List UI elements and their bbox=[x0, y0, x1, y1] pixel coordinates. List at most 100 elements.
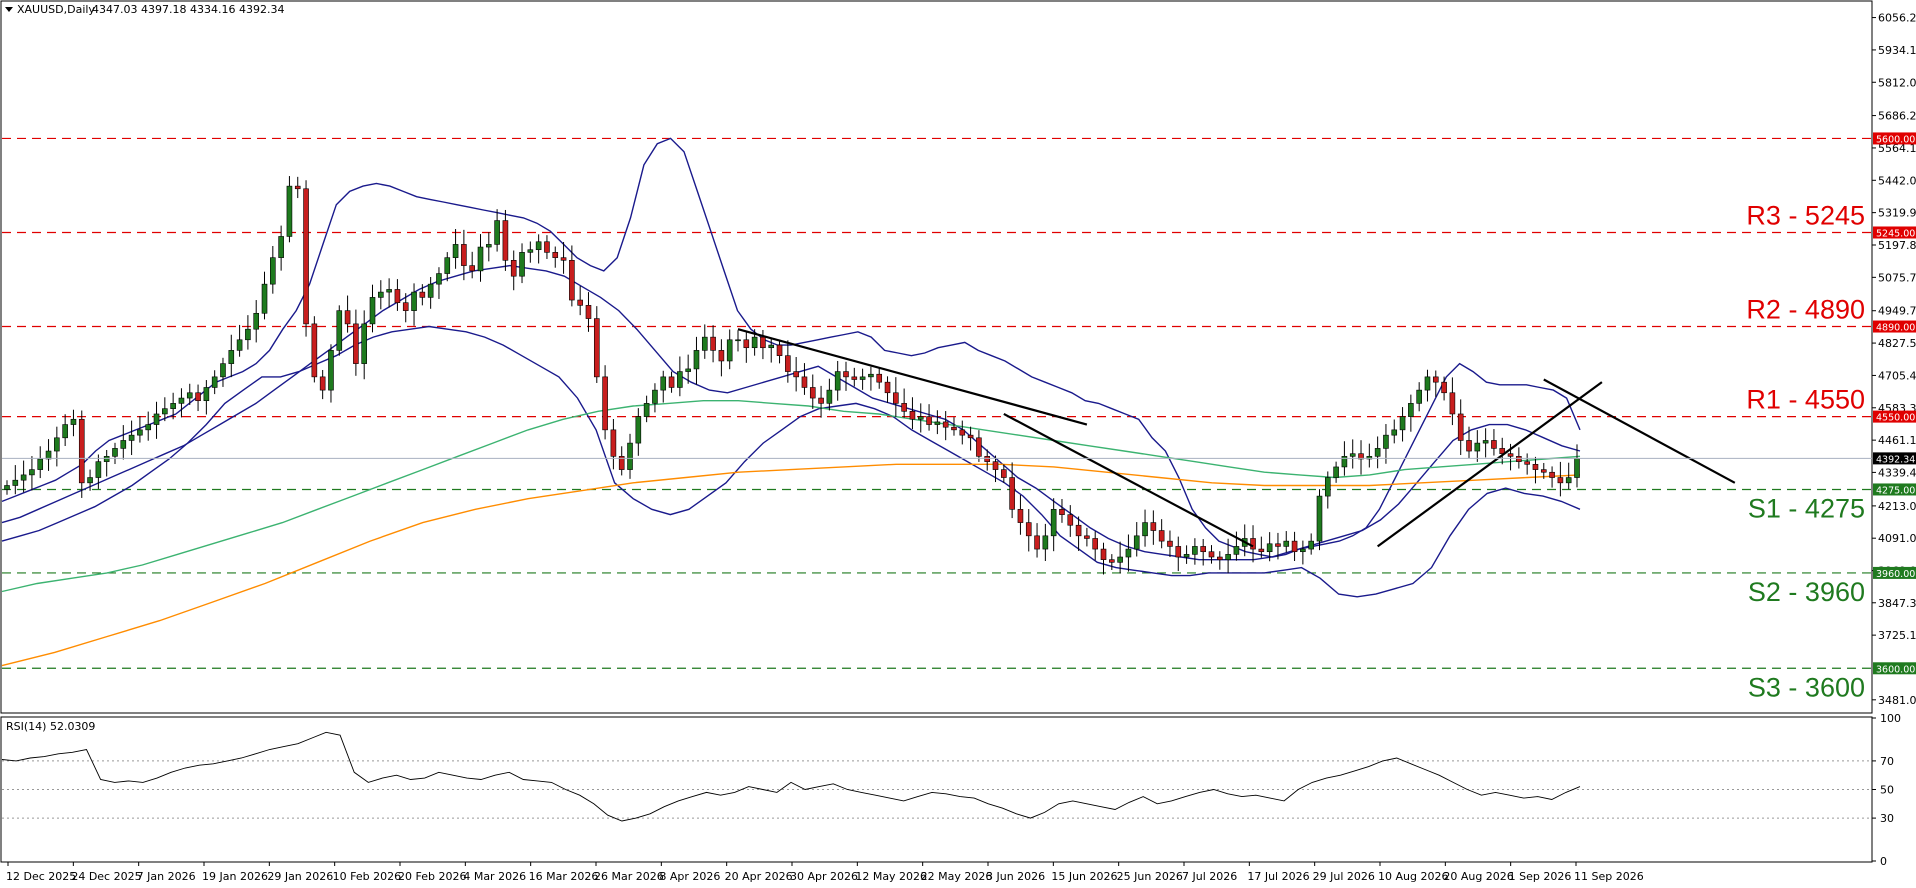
candle-body bbox=[452, 244, 459, 258]
ohlc-values: 4347.03 4397.18 4334.16 4392.34 bbox=[92, 3, 284, 16]
candle-body bbox=[510, 260, 517, 277]
date-tick-label: 16 Mar 2026 bbox=[529, 870, 599, 883]
date-tick-label: 19 Jan 2026 bbox=[202, 870, 268, 883]
candle-body bbox=[419, 291, 426, 298]
rsi-tick-label: 100 bbox=[1880, 712, 1901, 725]
candle-body bbox=[95, 461, 102, 478]
candle-body bbox=[1466, 440, 1472, 452]
candle-body bbox=[78, 418, 85, 484]
candle-body bbox=[245, 328, 251, 341]
candle-body bbox=[1391, 429, 1398, 436]
candle-body bbox=[394, 289, 401, 303]
indicator-line bbox=[1, 463, 1581, 667]
candle-body bbox=[70, 418, 77, 425]
candle-body bbox=[1142, 522, 1148, 537]
candle-body bbox=[1025, 522, 1032, 537]
candle-body bbox=[336, 310, 343, 351]
date-tick-label: 12 May 2026 bbox=[855, 870, 927, 883]
candle-body bbox=[1258, 548, 1265, 553]
level-price-tag-text: 4275.00 bbox=[1876, 485, 1915, 496]
level-price-tag-text: 5245.00 bbox=[1876, 228, 1915, 239]
candle-body bbox=[378, 291, 384, 298]
candle-body bbox=[236, 339, 243, 351]
price-tick-label: 5812.00 bbox=[1878, 76, 1916, 89]
candle-body bbox=[1225, 554, 1231, 560]
date-tick-label: 11 Sep 2026 bbox=[1574, 870, 1644, 883]
candle-body bbox=[868, 373, 874, 378]
candle-body bbox=[1009, 477, 1015, 510]
candle-body bbox=[120, 440, 127, 449]
candle-body bbox=[1034, 535, 1040, 550]
date-tick-label: 20 Aug 2026 bbox=[1443, 870, 1513, 883]
candle-body bbox=[1150, 522, 1157, 531]
candle-body bbox=[776, 344, 783, 356]
candle-body bbox=[593, 318, 600, 378]
candle-body bbox=[992, 461, 999, 470]
candle-body bbox=[1133, 535, 1140, 550]
price-tick-label: 4091.05 bbox=[1878, 532, 1916, 545]
candle-body bbox=[967, 434, 974, 439]
candle-body bbox=[286, 185, 293, 237]
date-tick-label: 29 Jul 2026 bbox=[1313, 870, 1375, 883]
candle-body bbox=[485, 244, 492, 248]
date-tick-label: 1 Sep 2026 bbox=[1509, 870, 1572, 883]
candle-body bbox=[1183, 554, 1190, 558]
candle-body bbox=[1017, 509, 1024, 523]
candle-body bbox=[1383, 434, 1389, 449]
price-tick-label: 5319.95 bbox=[1878, 207, 1916, 220]
price-tick-label: 4705.40 bbox=[1878, 369, 1916, 382]
level-price-tag bbox=[1873, 226, 1916, 239]
candle-body bbox=[29, 469, 35, 476]
candle-body bbox=[1001, 469, 1007, 478]
candle-body bbox=[436, 273, 442, 285]
candle-body bbox=[319, 376, 326, 391]
candle-body bbox=[1075, 524, 1082, 537]
candle-body bbox=[20, 474, 27, 481]
candle-body bbox=[668, 376, 675, 388]
candle-body bbox=[203, 387, 210, 402]
candle-body bbox=[270, 257, 276, 285]
price-tick-label: 3481.00 bbox=[1878, 694, 1916, 707]
candle-body bbox=[253, 312, 260, 330]
candle-body bbox=[1084, 535, 1090, 539]
candle-body bbox=[801, 376, 808, 388]
candle-body bbox=[1117, 556, 1123, 563]
level-price-tag-text: 5600.00 bbox=[1876, 134, 1915, 145]
symbol-title: XAUUSD,Daily bbox=[17, 3, 95, 16]
candle-body bbox=[785, 355, 791, 372]
trendline bbox=[1376, 381, 1603, 548]
candle-body bbox=[1175, 546, 1182, 558]
collapse-triangle-icon[interactable] bbox=[5, 7, 13, 12]
candle-body bbox=[1408, 403, 1414, 417]
candle-body bbox=[402, 302, 409, 311]
candle-body bbox=[1565, 477, 1572, 484]
candle-body bbox=[909, 411, 916, 420]
candle-body bbox=[1200, 546, 1206, 553]
candle-body bbox=[610, 429, 617, 457]
level-price-tag-text: 3600.00 bbox=[1876, 664, 1915, 675]
candle-body bbox=[527, 249, 534, 253]
candle-body bbox=[1067, 514, 1074, 526]
candle-layer bbox=[4, 176, 1580, 575]
trendline bbox=[1003, 412, 1254, 548]
candle-body bbox=[1208, 551, 1215, 558]
candle-body bbox=[1424, 376, 1431, 391]
candle-body bbox=[1366, 456, 1373, 460]
candle-body bbox=[901, 403, 907, 412]
candle-body bbox=[544, 241, 550, 253]
candle-body bbox=[1333, 466, 1339, 478]
date-tick-label: 7 Jul 2026 bbox=[1182, 870, 1237, 883]
price-tick-label: 5564.10 bbox=[1878, 142, 1916, 155]
candle-body bbox=[1491, 440, 1497, 449]
candle-body bbox=[1092, 538, 1099, 550]
price-tick-label: 4949.70 bbox=[1878, 305, 1916, 318]
candle-body bbox=[1283, 540, 1290, 547]
candle-body bbox=[1308, 540, 1314, 550]
candle-body bbox=[1316, 495, 1323, 542]
candle-body bbox=[1349, 453, 1356, 457]
level-price-tag bbox=[1873, 483, 1916, 496]
price-tick-label: 5442.00 bbox=[1878, 174, 1916, 187]
candle-body bbox=[153, 413, 160, 425]
candle-body bbox=[851, 376, 858, 380]
